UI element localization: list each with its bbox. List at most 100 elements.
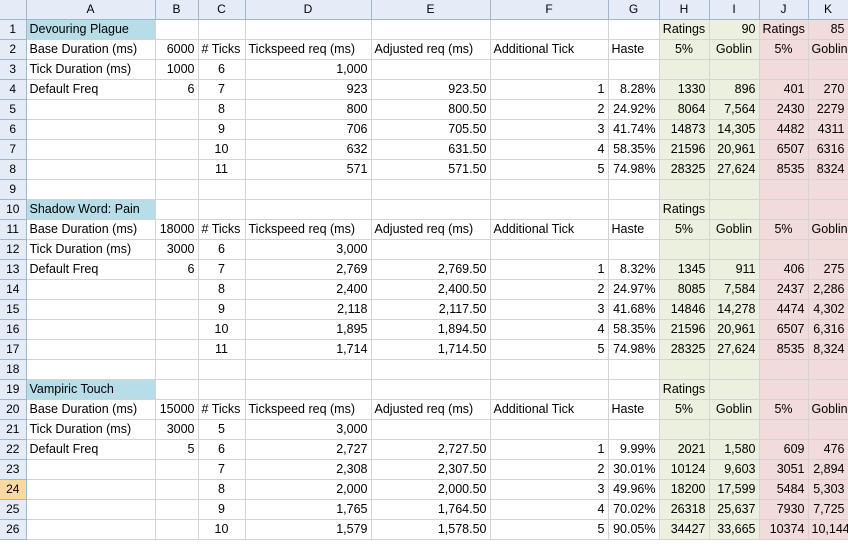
row-header[interactable]: 1 (0, 19, 27, 40)
cell-g[interactable]: Haste (608, 219, 660, 240)
cell-k[interactable]: Goblin (808, 219, 848, 240)
row-header[interactable]: 13 (0, 259, 27, 280)
row-header[interactable]: 6 (0, 119, 27, 140)
cell-d[interactable] (245, 179, 372, 200)
cell-b[interactable] (155, 179, 199, 200)
cell-c[interactable]: 5 (198, 419, 246, 440)
cell-g[interactable]: 24.97% (608, 279, 660, 300)
cell-k[interactable] (808, 239, 848, 260)
row-header[interactable]: 8 (0, 159, 27, 180)
cell-g[interactable]: 49.96% (608, 479, 660, 500)
cell-k[interactable]: 270 (808, 79, 848, 100)
cell-a[interactable] (26, 459, 156, 480)
cell-k[interactable]: 7,725 (808, 499, 848, 520)
cell-c[interactable]: 7 (198, 79, 246, 100)
cell-a[interactable] (26, 519, 156, 540)
cell-f[interactable]: 3 (490, 299, 609, 320)
cell-b[interactable] (155, 139, 199, 160)
cell-b[interactable] (155, 319, 199, 340)
cell-h[interactable]: 28325 (659, 339, 710, 360)
cell-h[interactable] (659, 179, 710, 200)
cell-i[interactable] (709, 419, 760, 440)
cell-k[interactable]: 8,324 (808, 339, 848, 360)
cell-j[interactable] (759, 239, 809, 260)
cell-h[interactable]: 14873 (659, 119, 710, 140)
cell-b[interactable] (155, 19, 199, 40)
cell-k[interactable]: 5,303 (808, 479, 848, 500)
cell-h[interactable]: Ratings (659, 199, 710, 220)
cell-f[interactable]: 5 (490, 159, 609, 180)
cell-h[interactable]: 34427 (659, 519, 710, 540)
cell-b[interactable] (155, 359, 199, 380)
cell-d[interactable] (245, 359, 372, 380)
cell-a[interactable]: Default Freq (26, 439, 156, 460)
cell-b[interactable] (155, 519, 199, 540)
cell-d[interactable] (245, 19, 372, 40)
row-header[interactable]: 3 (0, 59, 27, 80)
row-header[interactable]: 4 (0, 79, 27, 100)
cell-g[interactable]: 58.35% (608, 139, 660, 160)
cell-i[interactable]: 27,624 (709, 339, 760, 360)
cell-i[interactable]: 7,564 (709, 99, 760, 120)
cell-j[interactable]: 6507 (759, 319, 809, 340)
cell-d[interactable]: 3,000 (245, 239, 372, 260)
cell-b[interactable] (155, 99, 199, 120)
cell-b[interactable]: 18000 (155, 219, 199, 240)
row-header[interactable]: 26 (0, 519, 27, 540)
cell-d[interactable]: 2,118 (245, 299, 372, 320)
cell-h[interactable]: Ratings (659, 19, 710, 40)
cell-d[interactable]: 571 (245, 159, 372, 180)
cell-j[interactable] (759, 199, 809, 220)
cell-g[interactable] (608, 59, 660, 80)
cell-e[interactable] (371, 239, 491, 260)
cell-i[interactable] (709, 179, 760, 200)
cell-b[interactable]: 1000 (155, 59, 199, 80)
cell-d[interactable]: 2,727 (245, 439, 372, 460)
cell-e[interactable]: 705.50 (371, 119, 491, 140)
cell-e[interactable]: 1,894.50 (371, 319, 491, 340)
cell-a[interactable] (26, 159, 156, 180)
cell-e[interactable]: 2,769.50 (371, 259, 491, 280)
cell-i[interactable] (709, 239, 760, 260)
cell-k[interactable]: 10,144 (808, 519, 848, 540)
cell-b[interactable]: 6000 (155, 39, 199, 60)
cell-d[interactable]: 706 (245, 119, 372, 140)
cell-i[interactable] (709, 379, 760, 400)
cell-b[interactable] (155, 479, 199, 500)
cell-e[interactable]: 2,400.50 (371, 279, 491, 300)
cell-a[interactable]: Default Freq (26, 259, 156, 280)
row-header[interactable]: 25 (0, 499, 27, 520)
cell-a[interactable] (26, 479, 156, 500)
cell-d[interactable]: 3,000 (245, 419, 372, 440)
cell-e[interactable]: 631.50 (371, 139, 491, 160)
cell-i[interactable] (709, 359, 760, 380)
row-header[interactable]: 14 (0, 279, 27, 300)
cell-c[interactable]: 6 (198, 59, 246, 80)
cell-c[interactable]: 10 (198, 519, 246, 540)
cell-c[interactable]: 7 (198, 259, 246, 280)
cell-h[interactable]: 21596 (659, 139, 710, 160)
cell-c[interactable]: 11 (198, 339, 246, 360)
cell-j[interactable]: 8535 (759, 159, 809, 180)
cell-a[interactable] (26, 99, 156, 120)
cell-i[interactable]: 25,637 (709, 499, 760, 520)
cell-a[interactable]: Tick Duration (ms) (26, 59, 156, 80)
cell-j[interactable] (759, 59, 809, 80)
cell-k[interactable]: 4,302 (808, 299, 848, 320)
cell-b[interactable]: 3000 (155, 239, 199, 260)
cell-g[interactable]: Haste (608, 399, 660, 420)
cell-e[interactable]: 2,000.50 (371, 479, 491, 500)
cell-c[interactable]: 9 (198, 119, 246, 140)
cell-g[interactable]: 8.32% (608, 259, 660, 280)
cell-h[interactable] (659, 419, 710, 440)
cell-a[interactable] (26, 139, 156, 160)
cell-e[interactable]: 1,714.50 (371, 339, 491, 360)
cell-b[interactable] (155, 379, 199, 400)
column-header-g[interactable]: G (608, 0, 660, 20)
cell-g[interactable]: 70.02% (608, 499, 660, 520)
cell-e[interactable]: 1,764.50 (371, 499, 491, 520)
row-header[interactable]: 7 (0, 139, 27, 160)
cell-k[interactable] (808, 199, 848, 220)
cell-d[interactable] (245, 379, 372, 400)
cell-f[interactable]: 4 (490, 139, 609, 160)
